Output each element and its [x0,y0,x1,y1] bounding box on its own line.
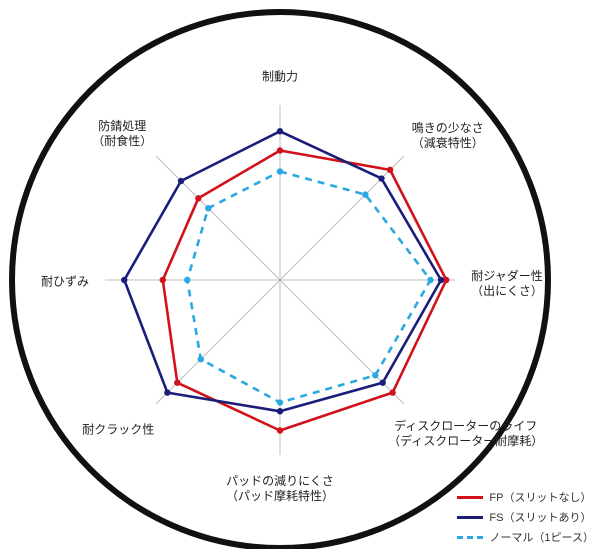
axis-label-braking: 制動力 [262,70,298,85]
series-Normal [187,172,430,403]
legend-swatch [457,496,483,499]
legend-label: FS（スリットあり） [489,509,591,525]
axis-label-line: （ディスクローター耐摩耗） [388,434,543,449]
series-FS-marker [121,277,127,283]
axis-label-judder: 耐ジャダー性（出にくさ） [471,269,543,299]
axis-label-line: （パッド摩耗特性） [226,489,334,504]
series-FP [163,151,447,431]
series-Normal-marker [205,205,211,211]
axis-label-line: （出にくさ） [471,284,543,299]
legend-label: ノーマル（1ピース） [489,529,594,545]
series-FP-marker [174,380,180,386]
legend: FP（スリットなし） FS（スリットあり） ノーマル（1ピース） [457,485,594,545]
series-FS-marker [277,408,283,414]
axis-label-line: ディスクローターのライフ [388,419,543,434]
series-Normal-marker [184,277,190,283]
axis-label-line: 耐ひずみ [41,275,89,290]
series-FP-marker [160,277,166,283]
series-FS-marker [380,380,386,386]
axis-label-pad_wear: パッドの減りにくさ（パッド摩耗特性） [226,474,334,504]
series-FS-marker [378,175,384,181]
series-Normal-marker [362,191,368,197]
axis-label-rotor_life: ディスクローターのライフ（ディスクローター耐摩耗） [388,419,543,449]
legend-label: FP（スリットなし） [489,489,591,505]
series-FP-marker [389,389,395,395]
series-FP-marker [277,427,283,433]
axis-label-line: （減衰特性） [412,136,484,151]
axis-label-distortion: 耐ひずみ [41,275,89,290]
series-FS-marker [164,389,170,395]
legend-item-Normal: ノーマル（1ピース） [457,529,594,545]
axis-label-line: 耐クラック性 [82,422,154,437]
legend-swatch [457,516,483,519]
legend-item-FS: FS（スリットあり） [457,509,594,525]
series-FS-marker [438,277,444,283]
axis-label-line: 防錆処理 [92,119,152,134]
series-Normal-marker [277,168,283,174]
axis-label-line: 鳴きの少なさ [412,121,484,136]
axis-label-line: 制動力 [262,70,298,85]
axis-label-line: 耐ジャダー性 [471,269,543,284]
axis-label-quietness: 鳴きの少なさ（減衰特性） [412,121,484,151]
series-FS-marker [277,128,283,134]
legend-item-FP: FP（スリットなし） [457,489,594,505]
series-Normal-marker [372,372,378,378]
series-Normal-marker [277,399,283,405]
series-FP-marker [277,147,283,153]
series-Normal-marker [198,356,204,362]
series-FP-marker [387,167,393,173]
axis-label-crack: 耐クラック性 [82,422,154,437]
axis-label-line: パッドの減りにくさ [226,474,334,489]
radar-chart-container: 制動力鳴きの少なさ（減衰特性）耐ジャダー性（出にくさ）ディスクローターのライフ（… [0,0,600,549]
series-FP-marker [195,195,201,201]
axis-label-line: （耐食性） [92,134,152,149]
legend-swatch [457,536,483,539]
series-Normal-marker [427,277,433,283]
series-FS-marker [178,178,184,184]
axis-label-rust: 防錆処理（耐食性） [92,119,152,149]
